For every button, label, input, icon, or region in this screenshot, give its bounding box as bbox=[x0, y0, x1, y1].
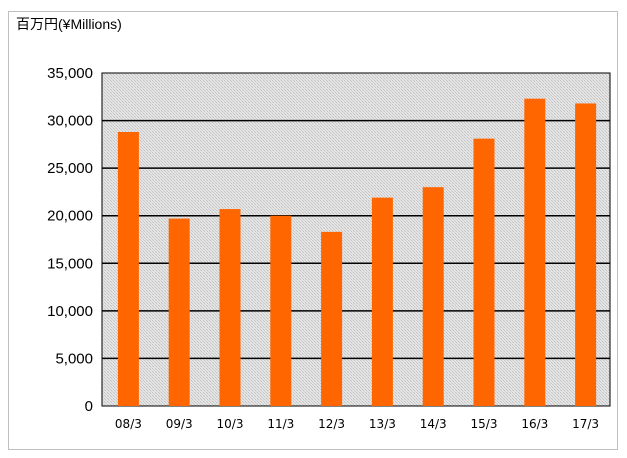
x-tick-label: 08/3 bbox=[115, 417, 142, 431]
bar bbox=[524, 98, 546, 406]
x-tick-label: 14/3 bbox=[420, 417, 447, 431]
x-tick-label: 13/3 bbox=[369, 417, 396, 431]
y-tick-label: 30,000 bbox=[47, 113, 93, 130]
x-tick-label: 15/3 bbox=[471, 417, 498, 431]
x-tick-label: 16/3 bbox=[521, 417, 548, 431]
bar bbox=[270, 215, 292, 406]
bar bbox=[117, 131, 139, 406]
x-tick-label: 11/3 bbox=[267, 417, 294, 431]
x-tick-label: 12/3 bbox=[318, 417, 345, 431]
y-tick-label: 20,000 bbox=[47, 208, 93, 225]
x-axis-ticks: 08/3 09/3 10/3 11/3 12/3 13/3 14/3 15/3 16/3 17/3 bbox=[115, 417, 599, 431]
bars bbox=[117, 98, 597, 407]
bar bbox=[219, 209, 241, 406]
y-tick-label: 5,000 bbox=[55, 350, 93, 367]
y-tick-label: 35,000 bbox=[47, 65, 93, 82]
x-tick-label: 17/3 bbox=[572, 417, 599, 431]
y-tick-label: 10,000 bbox=[47, 303, 93, 320]
bar bbox=[371, 197, 393, 406]
y-tick-label: 15,000 bbox=[47, 255, 93, 272]
unit-label: 百万円(¥Millions) bbox=[16, 16, 122, 32]
y-tick-label: 0 bbox=[85, 398, 93, 415]
bar bbox=[473, 138, 495, 407]
bar bbox=[321, 231, 343, 406]
x-tick-label: 10/3 bbox=[217, 417, 244, 431]
bar bbox=[575, 103, 597, 407]
bar bbox=[422, 187, 444, 406]
x-tick-label: 09/3 bbox=[166, 417, 193, 431]
y-tick-label: 25,000 bbox=[47, 160, 93, 177]
bar bbox=[168, 218, 190, 406]
y-axis-ticks: 0 5,000 10,000 15,000 20,000 25,000 30,000 35,0… bbox=[47, 65, 93, 415]
